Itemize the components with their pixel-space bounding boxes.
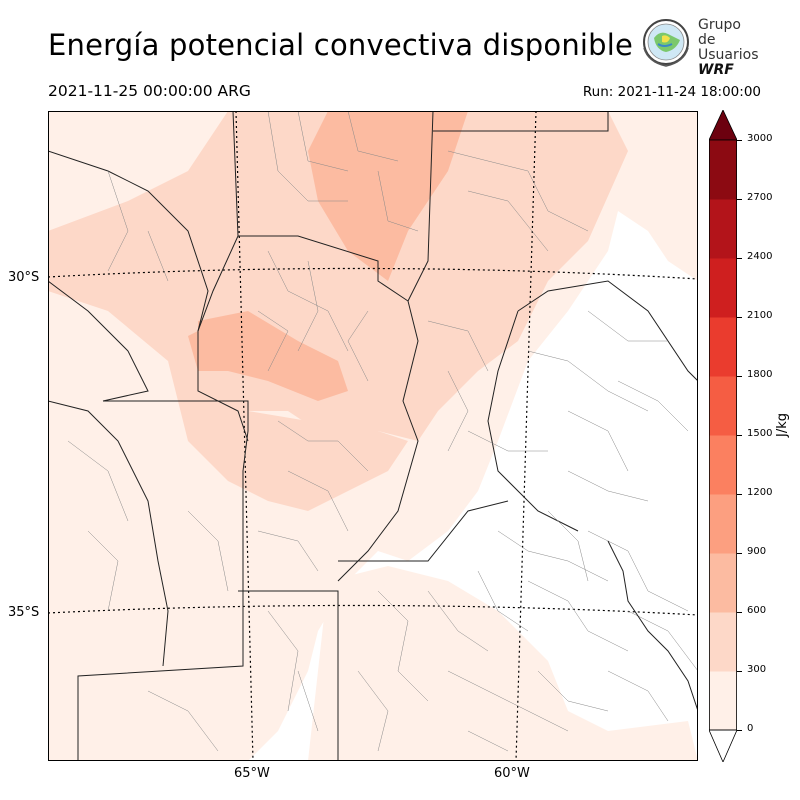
graticule-60w — [515, 111, 537, 761]
colorbar-tick-mark — [737, 612, 742, 613]
cape-level-300-600-b — [168, 361, 408, 511]
cape-level-600-900-c — [188, 316, 248, 371]
colorbar-tick-label: 0 — [747, 723, 754, 734]
colorbar-tick-label: 300 — [747, 664, 767, 675]
colorbar-unit: J/kg — [775, 413, 790, 437]
department-borders — [67, 111, 698, 752]
wrf-logo: Grupo de Usuarios WRF — [636, 14, 760, 78]
colorbar-tick-label: 1200 — [747, 487, 773, 498]
graticule-30s — [48, 267, 698, 280]
graticule-35s — [48, 604, 698, 616]
colorbar-tick-label: 1500 — [747, 428, 773, 439]
colorbar-bin — [709, 435, 737, 495]
colorbar-tick-label: 1800 — [747, 369, 773, 380]
colorbar-tick-label: 600 — [747, 605, 767, 616]
colorbar-tick-mark — [737, 553, 742, 554]
colorbar-bin — [709, 199, 737, 259]
colorbar — [709, 110, 737, 762]
valid-time: 2021-11-25 00:00:00 ARG — [48, 82, 251, 100]
cape-level-0-300-south — [308, 566, 698, 761]
colorbar-bin — [709, 494, 737, 554]
colorbar-tick-mark — [737, 435, 742, 436]
lon-label-65w: 65°W — [234, 766, 270, 781]
run-time: Run: 2021-11-24 18:00:00 — [582, 84, 761, 100]
globe-logo-icon — [643, 19, 689, 67]
logo-line1: Grupo de — [698, 17, 741, 48]
colorbar-tick-label: 2400 — [747, 251, 773, 262]
graticule-65w — [235, 111, 254, 761]
colorbar-tick-label: 2700 — [747, 192, 773, 203]
chart-title: Energía potencial convectiva disponible — [48, 28, 634, 62]
map-frame — [48, 111, 698, 761]
colorbar-outline — [709, 139, 737, 731]
cape-map — [48, 111, 698, 761]
colorbar-tick-mark — [737, 258, 742, 259]
colorbar-bin — [709, 671, 737, 731]
colorbar-bin — [709, 258, 737, 318]
lat-label-30s: 30°S — [8, 270, 40, 285]
colorbar-tick-mark — [737, 140, 742, 141]
colorbar-tick-label: 2100 — [747, 310, 773, 321]
colorbar-bin — [709, 140, 737, 200]
logo-line2: Usuarios — [698, 47, 759, 63]
colorbar-tick-label: 900 — [747, 546, 767, 557]
lon-label-60w: 60°W — [494, 766, 530, 781]
colorbar-tick-mark — [737, 730, 742, 731]
cape-level-600-900 — [308, 111, 468, 281]
colorbar-bin — [709, 553, 737, 613]
colorbar-tick-mark — [737, 199, 742, 200]
colorbar-tick-mark — [737, 376, 742, 377]
colorbar-tick-label: 3000 — [747, 133, 773, 144]
province-borders — [48, 111, 698, 761]
colorbar-tick-mark — [737, 317, 742, 318]
coastline — [607, 540, 698, 712]
lat-label-35s: 35°S — [8, 605, 40, 620]
colorbar-bin — [709, 376, 737, 436]
cape-level-300-600 — [48, 111, 628, 441]
colorbar-tick-mark — [737, 494, 742, 495]
logo-line3: WRF — [698, 62, 734, 78]
colorbar-bin — [709, 317, 737, 377]
colorbar-extend-min — [709, 729, 737, 762]
logo-text: Grupo de Usuarios WRF — [698, 18, 760, 78]
colorbar-extend-max — [709, 110, 737, 141]
colorbar-bin — [709, 612, 737, 672]
colorbar-tick-mark — [737, 671, 742, 672]
